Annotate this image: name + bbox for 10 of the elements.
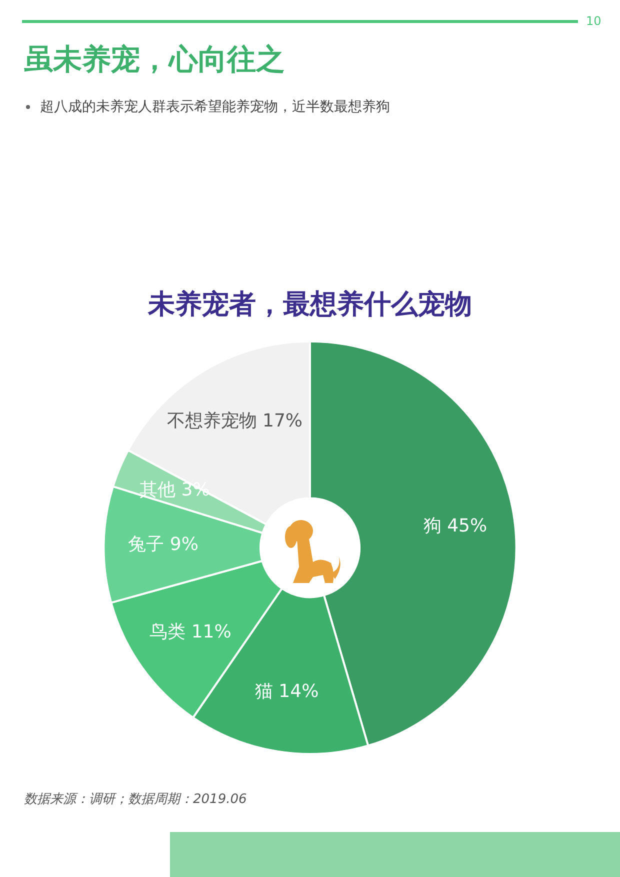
chart-title: 未养宠者，最想养什么宠物 (147, 289, 472, 320)
slice-label: 猫 14% (254, 681, 319, 702)
text: 超八成的未养宠人群表示希望能养宠物，近半数最想养狗 (40, 98, 390, 116)
source-note: 数据来源：调研；数据周期：2019.06 (24, 791, 247, 808)
slice-label: 不想养宠物 17% (166, 410, 302, 432)
text: 10 (586, 14, 602, 28)
slice-label: 鸟类 11% (150, 621, 232, 642)
slice-label: 兔子 9% (128, 534, 198, 556)
text: 虽未养宠，心向往之 (24, 41, 285, 78)
slice-label: 狗 45% (423, 515, 488, 536)
